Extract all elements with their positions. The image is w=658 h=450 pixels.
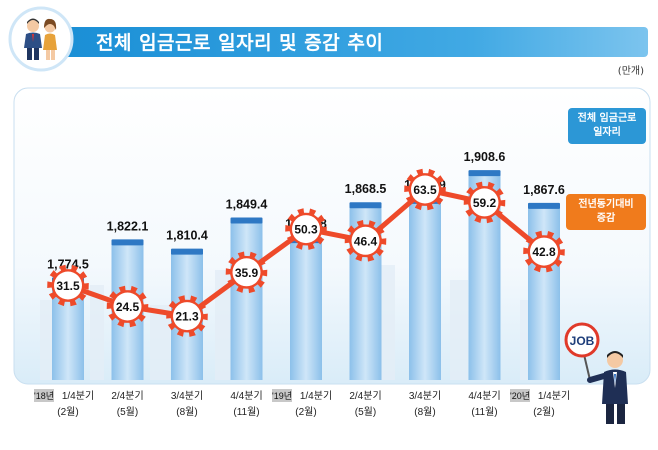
x-tick-label: 1/4분기: [538, 390, 570, 402]
point-value-label: 50.3: [294, 223, 318, 237]
point-marker-inner: [470, 188, 499, 217]
bar-total-jobs: [230, 220, 263, 380]
x-tick-label: 4/4분기: [230, 390, 262, 402]
x-tick-label: 4/4분기: [468, 390, 500, 402]
year-tag-label: '20년: [510, 391, 530, 401]
x-tick-sublabel: (2월): [57, 406, 78, 418]
workers-icon: [8, 6, 74, 72]
chart-title: 전체 임금근로 일자리 및 증감 추이: [96, 32, 384, 54]
bar-cap: [528, 202, 560, 209]
point-value-label: 59.2: [473, 196, 497, 210]
x-tick-sublabel: (5월): [355, 406, 376, 418]
bar-cap: [468, 170, 501, 177]
point-marker-inner: [173, 302, 201, 331]
job-sign-mascot: JOB: [564, 322, 628, 424]
legend-change-line1: 전년동기대비: [578, 199, 634, 210]
bar-value-label: 1,822.1: [107, 219, 149, 233]
x-tick-sublabel: (2월): [295, 406, 316, 418]
legend-yoy-change: 전년동기대비 증감: [566, 194, 646, 230]
year-tag-label: '19년: [272, 391, 292, 401]
legend-change-line2: 증감: [596, 213, 616, 224]
point-marker-inner: [54, 271, 82, 300]
point-marker-inner: [530, 237, 558, 266]
point-value-label: 21.3: [175, 310, 199, 324]
x-tick-sublabel: (8월): [176, 406, 197, 418]
x-tick-sublabel: (5월): [117, 406, 138, 418]
bar-value-label: 1,868.5: [345, 182, 387, 196]
point-value-label: 35.9: [235, 266, 259, 280]
point-value-label: 31.5: [56, 279, 80, 293]
point-marker-inner: [351, 226, 380, 255]
x-tick-sublabel: (2월): [533, 406, 554, 418]
point-marker-inner: [292, 215, 320, 244]
bar-value-label: 1,849.4: [226, 197, 268, 211]
year-tag-bg: [272, 389, 292, 402]
bar-value-label: 1,908.6: [464, 150, 506, 164]
x-tick-sublabel: (8월): [414, 406, 435, 418]
bar-cap: [171, 248, 203, 255]
x-tick-label: 3/4분기: [409, 390, 441, 402]
bar-value-label: 1,774.5: [47, 257, 89, 271]
year-tag-bg: [510, 389, 530, 402]
point-marker-inner: [411, 175, 439, 204]
bar-cap: [230, 217, 263, 224]
unit-label: (만개): [617, 66, 644, 77]
point-marker-inner: [232, 258, 261, 287]
bar-total-jobs: [409, 200, 441, 380]
header: 전체 임금근로 일자리 및 증감 추이 (만개): [0, 0, 658, 80]
point-value-label: 46.4: [354, 234, 378, 248]
x-tick-sublabel: (11월): [233, 406, 259, 418]
point-value-label: 24.5: [116, 300, 140, 314]
x-tick-label: 1/4분기: [300, 390, 332, 402]
legend-total-jobs: 전체 임금근로 일자리: [568, 108, 646, 144]
x-tick-sublabel: (11월): [471, 406, 497, 418]
bar-total-jobs: [528, 205, 560, 380]
bar-cap: [111, 239, 144, 246]
legend-total-line1: 전체 임금근로: [577, 113, 637, 124]
x-tick-label: 2/4분기: [349, 390, 381, 402]
point-marker-inner: [113, 292, 142, 321]
bar-cap: [349, 202, 382, 209]
point-value-label: 42.8: [532, 245, 556, 259]
point-value-label: 63.5: [413, 183, 437, 197]
year-tag-label: '18년: [34, 391, 54, 401]
legend-total-line2: 일자리: [593, 127, 621, 138]
x-tick-label: 1/4분기: [62, 390, 94, 402]
x-tick-label: 3/4분기: [171, 390, 203, 402]
year-tag-bg: [34, 389, 54, 402]
title-bar: [64, 27, 648, 57]
bar-value-label: 1,867.6: [523, 183, 565, 197]
mascot-sign-text: JOB: [570, 334, 595, 348]
bar-value-label: 1,810.4: [166, 229, 208, 243]
x-tick-label: 2/4분기: [111, 390, 143, 402]
bar-total-jobs: [290, 240, 322, 380]
